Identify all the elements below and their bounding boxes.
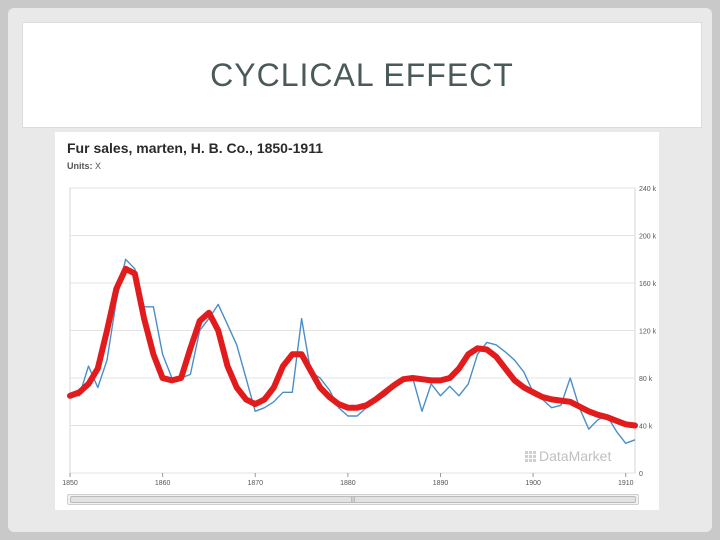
scrollbar-thumb[interactable]: |||	[70, 496, 636, 503]
x-tick-label: 1860	[155, 480, 171, 487]
x-tick-label: 1890	[433, 480, 449, 487]
y-tick-label: 240 k	[639, 186, 657, 193]
units-label: Units:	[67, 161, 93, 171]
slide: CYCLICAL EFFECT Fur sales, marten, H. B.…	[8, 8, 712, 532]
chart-scrollbar[interactable]: |||	[67, 494, 639, 505]
chart-units: Units: X	[67, 161, 101, 171]
scrollbar-grip-icon: |||	[351, 497, 355, 503]
y-tick-label: 40 k	[639, 424, 653, 431]
units-value: X	[95, 161, 102, 171]
y-tick-label: 160 k	[639, 281, 657, 288]
datamarket-watermark: DataMarket	[525, 448, 611, 464]
watermark-text: DataMarket	[539, 448, 612, 464]
y-tick-label: 0	[639, 471, 643, 478]
series-line-trend	[67, 265, 638, 429]
x-tick-label: 1850	[62, 480, 78, 487]
y-tick-label: 80 k	[639, 376, 653, 383]
datamarket-logo-icon	[525, 450, 536, 462]
x-tick-label: 1910	[618, 480, 634, 487]
x-tick-label: 1900	[525, 480, 541, 487]
slide-title: CYCLICAL EFFECT	[210, 56, 514, 93]
x-tick-label: 1870	[247, 480, 263, 487]
slide-title-box: CYCLICAL EFFECT	[22, 22, 702, 128]
y-tick-label: 200 k	[639, 234, 657, 241]
chart-title: Fur sales, marten, H. B. Co., 1850-1911	[67, 140, 324, 156]
chart-panel: Fur sales, marten, H. B. Co., 1850-1911 …	[55, 132, 659, 510]
x-tick-label: 1880	[340, 480, 356, 487]
y-tick-label: 120 k	[639, 329, 657, 336]
chart-plot: 0 40 k 80 k 120 k 160 k 200 k 240 k 1850 1860 187…	[62, 186, 657, 487]
